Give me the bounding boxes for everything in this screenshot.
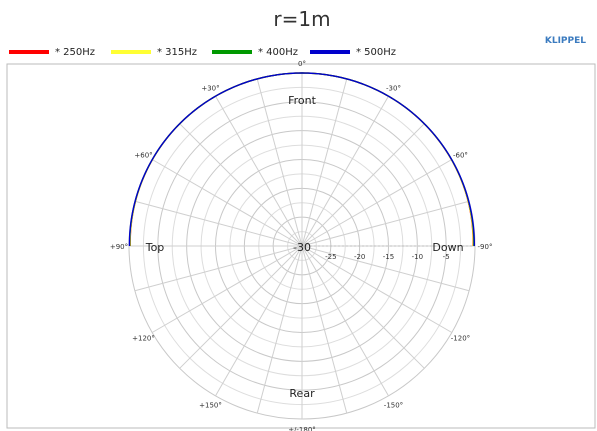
grid-spoke	[301, 245, 389, 397]
grid-spoke	[151, 159, 303, 247]
grid-spoke	[301, 95, 389, 247]
angle-label: +90°	[110, 243, 128, 251]
angle-label: +120°	[132, 335, 155, 343]
grid-spoke	[301, 123, 425, 247]
legend-label: * 315Hz	[157, 47, 197, 58]
grid-spoke	[301, 245, 453, 333]
chart-title: r=1m	[273, 7, 330, 31]
polar-grid	[128, 72, 476, 420]
legend: * 250Hz * 315Hz * 400Hz * 500Hz	[9, 47, 396, 58]
grid-spoke	[151, 245, 303, 333]
legend-label: * 400Hz	[258, 47, 298, 58]
radial-tick-labels: -30 -25 -20 -15 -10 -5	[293, 241, 450, 261]
grid-spoke	[256, 245, 303, 414]
direction-label-down: Down	[432, 241, 463, 254]
legend-label: * 250Hz	[55, 47, 95, 58]
angle-label: +/-180°	[288, 426, 316, 431]
grid-spoke	[256, 78, 303, 247]
grid-spoke	[134, 245, 303, 292]
grid-spoke	[301, 245, 425, 369]
radial-tick-label: -30	[293, 241, 311, 254]
angle-label: -150°	[384, 401, 403, 409]
grid-spoke	[179, 245, 303, 369]
grid-spoke	[301, 159, 453, 247]
angle-label: 0°	[298, 60, 306, 68]
radial-tick-label: -25	[325, 253, 336, 261]
grid-spoke	[134, 200, 303, 247]
angle-label: +150°	[199, 401, 222, 409]
radial-tick-label: -5	[443, 253, 450, 261]
angle-label: -120°	[451, 335, 470, 343]
direction-label-top: Top	[145, 241, 165, 254]
radial-tick-label: -10	[412, 253, 423, 261]
angle-label: -60°	[453, 152, 468, 160]
grid-spoke	[301, 200, 470, 247]
grid-spoke	[301, 78, 348, 247]
angle-label: +30°	[201, 85, 219, 93]
grid-spoke	[301, 245, 348, 414]
grid-spoke	[301, 245, 470, 292]
radial-tick-label: -20	[354, 253, 365, 261]
radial-tick-label: -15	[383, 253, 394, 261]
brand-label: KLIPPEL	[545, 36, 586, 46]
angle-label: -30°	[386, 85, 401, 93]
direction-label-front: Front	[288, 94, 317, 107]
direction-label-rear: Rear	[289, 387, 315, 400]
series-layer	[128, 72, 476, 247]
series-line	[128, 72, 476, 246]
grid-spoke	[179, 123, 303, 247]
grid-spoke	[215, 245, 303, 397]
angle-label: -90°	[478, 243, 493, 251]
angle-label: +60°	[134, 152, 152, 160]
legend-label: * 500Hz	[356, 47, 396, 58]
grid-spoke	[215, 95, 303, 247]
angle-labels: 0° -30° -60° -90° -120° -150° +/-180° +150° +120…	[110, 60, 493, 431]
